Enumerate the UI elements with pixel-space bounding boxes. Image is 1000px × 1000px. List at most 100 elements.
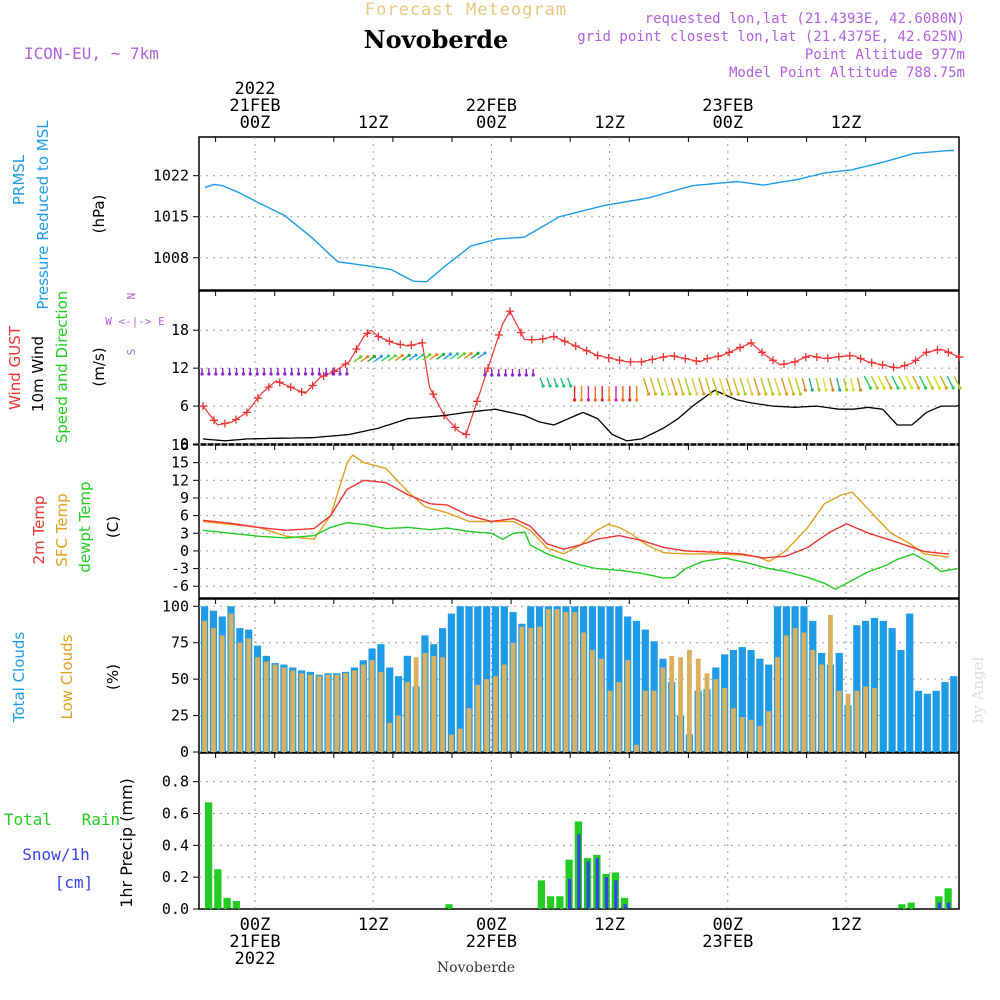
wind-arrow-head bbox=[462, 352, 466, 356]
wind-arrow-head bbox=[778, 392, 782, 396]
wind-gust-label: Wind GUST bbox=[6, 325, 24, 410]
top-axis-label: 22FEB bbox=[466, 96, 517, 116]
wind-arrow-head bbox=[930, 386, 935, 390]
wind-arrow-head bbox=[757, 392, 761, 396]
gust-marker bbox=[484, 364, 492, 373]
wind-arrow-head bbox=[386, 354, 390, 358]
total-cloud-bar bbox=[465, 606, 473, 752]
gust-marker bbox=[867, 358, 876, 367]
low-cloud-bar bbox=[801, 632, 807, 752]
low-cloud-bar bbox=[678, 657, 683, 752]
wind-arrow-head bbox=[798, 392, 803, 396]
wind-direction-arrow bbox=[946, 375, 954, 389]
wind-arrow-head bbox=[448, 352, 453, 356]
wind-arrow-head bbox=[497, 373, 501, 377]
gust-marker bbox=[494, 330, 503, 339]
wind-arrow-head bbox=[647, 392, 651, 396]
y-tick-label: -3 bbox=[171, 560, 189, 578]
wind-arrow-head bbox=[750, 392, 754, 396]
low-cloud-bar bbox=[272, 664, 278, 752]
gust-marker bbox=[911, 356, 920, 365]
wind-arrow-head bbox=[593, 398, 597, 402]
wind-arrow-head bbox=[614, 398, 618, 402]
wind-arrow-head bbox=[937, 386, 942, 390]
wind-arrow-head bbox=[283, 372, 287, 376]
y-tick-label: 18 bbox=[171, 321, 189, 339]
gust-marker bbox=[231, 415, 240, 424]
low-cloud-bar bbox=[202, 620, 208, 752]
gust-marker bbox=[681, 354, 690, 363]
gust-marker bbox=[363, 329, 372, 338]
low-cloud-bar bbox=[484, 679, 490, 752]
y-tick-label: 0 bbox=[180, 542, 189, 560]
gust-marker bbox=[275, 378, 284, 387]
top-axis-label: 00Z bbox=[476, 113, 507, 133]
grid-point-coords: grid point closest lon,lat (21.4375E, 42… bbox=[577, 29, 965, 45]
wind-arrow-head bbox=[736, 392, 740, 396]
temp-2m-line bbox=[202, 479, 950, 559]
total-cloud-bar bbox=[729, 650, 738, 752]
temp-sfc-label: SFC Temp bbox=[53, 493, 71, 566]
low-cloud-bar bbox=[378, 671, 384, 752]
wind-direction-arrow bbox=[774, 377, 781, 395]
wind-arrow-head bbox=[531, 373, 535, 377]
low-cloud-bar bbox=[748, 719, 754, 752]
low-cloud-bar bbox=[440, 657, 445, 752]
low-cloud-bar bbox=[404, 682, 410, 752]
y-tick-label: 12 bbox=[171, 359, 189, 377]
wind-arrow-head bbox=[845, 388, 849, 392]
wind-arrow-head bbox=[207, 372, 211, 376]
low-cloud-bar bbox=[510, 642, 516, 752]
wind-arrow-head bbox=[469, 351, 473, 356]
top-axis-label: 12Z bbox=[831, 113, 862, 133]
low-cloud-bar bbox=[422, 652, 428, 752]
temp-dewpt-label: dewpt Temp bbox=[76, 481, 94, 572]
y-tick-label: 12 bbox=[171, 471, 189, 489]
wind-direction-arrow bbox=[932, 375, 941, 389]
gust-marker bbox=[374, 332, 383, 341]
wind-unit: (m/s) bbox=[90, 347, 108, 386]
bottom-axis-label: 23FEB bbox=[702, 932, 753, 952]
wind-arrow-head bbox=[579, 398, 584, 402]
low-cloud-bar bbox=[686, 650, 692, 752]
gust-marker bbox=[429, 390, 438, 399]
wind-arrow-head bbox=[504, 373, 508, 377]
wind-arrow-head bbox=[803, 388, 807, 392]
low-cloud-bar bbox=[334, 674, 340, 752]
low-cloud-bar bbox=[519, 626, 525, 752]
total-cloud-bar bbox=[897, 650, 905, 752]
precip-snow-label: Snow/1h bbox=[22, 845, 89, 864]
rain-bar bbox=[907, 902, 915, 909]
low-cloud-bar bbox=[651, 690, 657, 752]
y-tick-label: 0.8 bbox=[162, 773, 189, 791]
wind-direction-arrow bbox=[856, 377, 862, 391]
panel-wind bbox=[198, 290, 960, 445]
gust-marker bbox=[779, 360, 788, 369]
wind-arrow-head bbox=[635, 398, 639, 402]
low-cloud-bar bbox=[660, 667, 666, 752]
gust-marker bbox=[648, 355, 657, 364]
wind-arrow-head bbox=[414, 353, 418, 357]
wind-arrow-head bbox=[393, 354, 397, 358]
bottom-axis-label: 12Z bbox=[831, 915, 862, 935]
wind-arrow-head bbox=[771, 392, 775, 396]
wind-direction-arrow bbox=[698, 377, 705, 395]
low-cloud-bar bbox=[669, 655, 675, 752]
wind-arrow-head bbox=[345, 372, 349, 376]
y-tick-label: 0.6 bbox=[162, 804, 189, 822]
gust-marker bbox=[747, 338, 756, 347]
low-cloud-bar bbox=[413, 657, 419, 752]
wind-arrow-head bbox=[903, 386, 907, 390]
wind-direction-arrow bbox=[780, 377, 788, 395]
wind-direction-arrow bbox=[925, 375, 934, 389]
rain-bar bbox=[547, 896, 555, 909]
wind-arrow-head bbox=[483, 351, 487, 355]
wind-direction-arrow bbox=[705, 377, 712, 395]
wind-arrow-head bbox=[702, 392, 706, 396]
wind-arrow-head bbox=[400, 354, 404, 358]
gust-marker bbox=[560, 337, 569, 346]
gust-marker bbox=[922, 348, 931, 357]
gust-marker bbox=[637, 357, 646, 366]
wind-arrow-head bbox=[729, 392, 734, 396]
wind-arrow-head bbox=[428, 353, 432, 357]
